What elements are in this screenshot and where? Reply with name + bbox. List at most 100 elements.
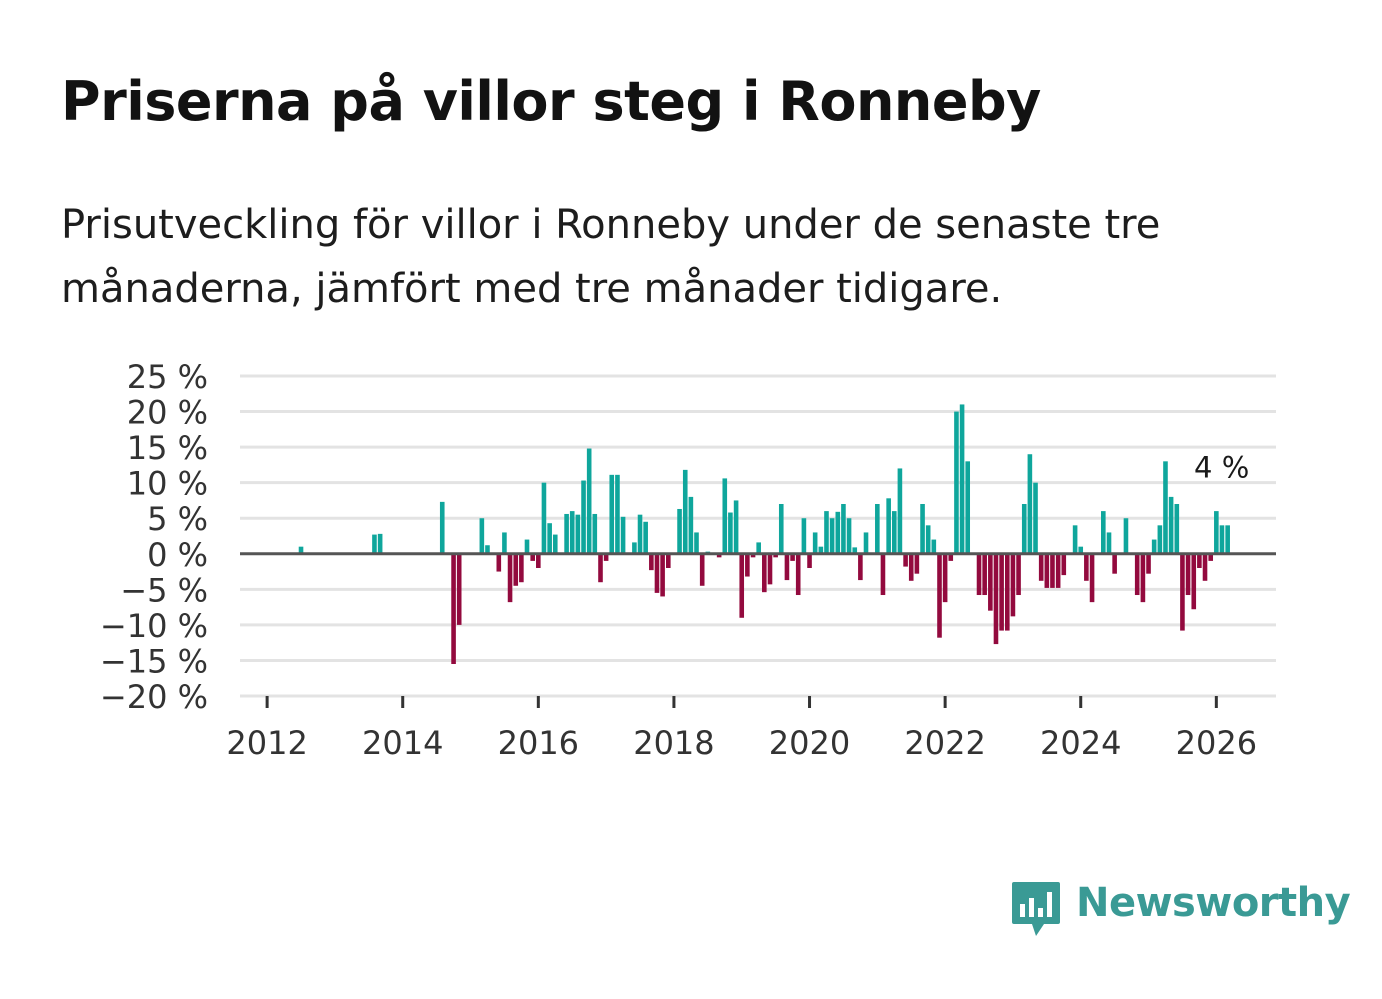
bar [959,404,965,554]
bar [762,553,767,593]
bar [1163,461,1168,554]
bar [965,461,971,554]
bar [801,518,807,554]
bar [1157,525,1163,554]
y-tick-label: 25 % [127,358,208,396]
bar [598,553,603,583]
bar [1123,518,1129,554]
bar [479,518,485,554]
chart-title: Priserna på villor steg i Ronneby [61,70,1041,133]
bar [728,512,733,554]
bar [575,514,581,554]
bar [536,553,541,568]
bar [1225,525,1230,554]
bar [620,516,626,554]
bar [507,553,513,603]
bar [1134,553,1140,596]
bar [688,496,694,554]
bar [914,553,920,574]
x-tick-label: 2026 [1176,724,1257,762]
bar [637,514,643,554]
bar [372,534,377,554]
bar [456,553,462,625]
bar [654,553,660,593]
bar-series [298,404,1230,664]
bar [1180,553,1185,631]
bar [1084,553,1089,581]
bar [925,525,931,554]
bar [716,553,722,558]
bar [795,553,801,596]
bar [581,480,586,554]
y-tick-label: −5 % [120,571,208,609]
x-tick-label: 2012 [226,724,307,762]
x-tick-label: 2016 [498,724,579,762]
bar [1061,553,1067,576]
bar [541,482,547,554]
bar [722,478,728,554]
bar [377,533,383,554]
bar [660,553,665,597]
bar [1146,553,1151,574]
bar [1214,511,1219,554]
bar [496,553,502,572]
chart-subtitle: Prisutveckling för villor i Ronneby unde… [61,202,1161,312]
bar [586,448,592,554]
bar [519,553,524,583]
bar [778,504,784,554]
bar [1078,546,1084,554]
bar [858,553,863,581]
bar [1197,553,1202,568]
bar [863,532,869,554]
bar [931,539,937,554]
bar [908,553,914,581]
bar [439,501,445,554]
bar [1101,511,1106,554]
bar [773,553,778,558]
bar [745,553,750,577]
last-value-label: 4 % [1194,450,1249,484]
y-tick-label: −15 % [100,642,208,680]
y-tick-label: 15 % [127,429,208,467]
bar [841,504,846,554]
bar [1016,553,1021,596]
bar [948,553,954,561]
bar [694,532,699,554]
logo-text: Newsworthy [1076,880,1351,926]
bar [615,474,620,554]
bar [1033,482,1038,554]
x-tick-label: 2014 [362,724,443,762]
bar [790,553,795,561]
bar [677,508,682,554]
bar [699,553,705,586]
bar [1050,553,1055,588]
y-axis: 25 %20 %15 %10 %5 %0 %−5 %−10 %−15 %−20 … [100,358,208,716]
bar [1168,496,1174,554]
bar [1044,553,1050,588]
bar [564,513,569,554]
bar [750,553,756,558]
bar [1038,553,1044,581]
x-tick-label: 2024 [1040,724,1121,762]
bar [982,553,987,596]
bar [891,511,897,554]
bar [1055,553,1061,588]
bar [733,500,739,554]
bar [993,553,999,645]
bar [643,521,648,554]
bar [502,532,507,554]
bar [524,539,530,554]
bar [592,513,598,554]
bar [818,546,824,554]
bar [846,518,852,554]
newsworthy-logo: Newsworthy [1010,878,1351,940]
bar [1027,454,1033,554]
bar [632,542,637,554]
y-tick-label: 5 % [147,500,208,538]
bar [1202,553,1208,581]
bar [1191,553,1197,610]
bar [547,523,552,554]
bar [1208,553,1214,561]
bar [1021,504,1027,554]
